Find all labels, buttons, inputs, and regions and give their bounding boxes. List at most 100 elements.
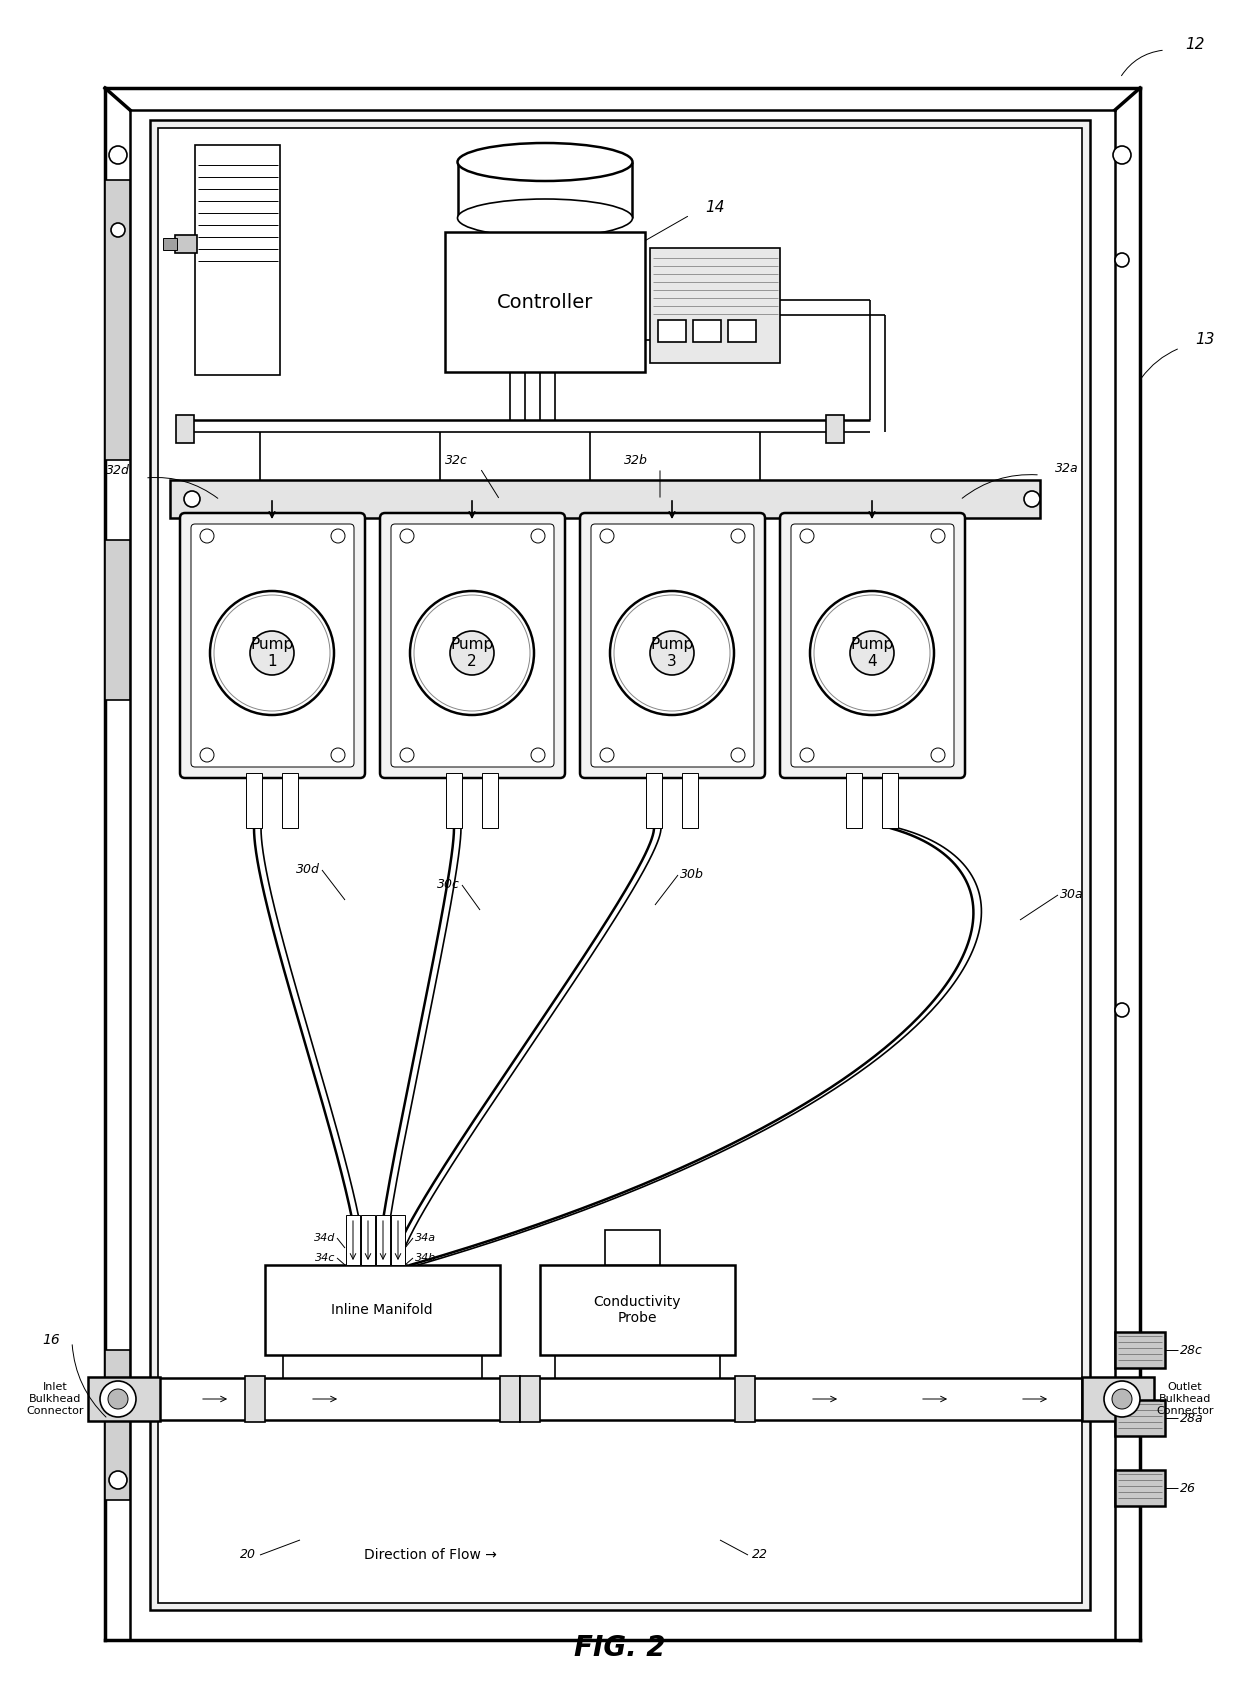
- Text: 16: 16: [42, 1334, 60, 1347]
- Circle shape: [732, 529, 745, 543]
- Circle shape: [374, 1328, 391, 1345]
- Circle shape: [414, 595, 529, 711]
- Text: 34c: 34c: [315, 1254, 335, 1264]
- Circle shape: [1115, 1004, 1128, 1017]
- Text: 28c: 28c: [1180, 1344, 1203, 1356]
- Bar: [105, 1351, 130, 1500]
- Circle shape: [1114, 146, 1131, 163]
- Bar: [520, 1376, 539, 1422]
- Bar: [170, 480, 1040, 519]
- Circle shape: [810, 590, 934, 714]
- Bar: [605, 1230, 660, 1266]
- Text: 34b: 34b: [415, 1254, 436, 1264]
- Circle shape: [600, 529, 614, 543]
- Circle shape: [931, 748, 945, 762]
- Bar: [1115, 1470, 1166, 1505]
- Text: FIG. 2: FIG. 2: [574, 1635, 666, 1662]
- Text: Pump
1: Pump 1: [250, 636, 294, 668]
- Circle shape: [849, 631, 894, 675]
- Text: 12: 12: [1185, 37, 1204, 53]
- Circle shape: [732, 748, 745, 762]
- Circle shape: [200, 748, 215, 762]
- Ellipse shape: [458, 199, 632, 236]
- Text: Pump
2: Pump 2: [450, 636, 494, 668]
- Circle shape: [800, 748, 813, 762]
- Text: Outlet
Bulkhead
Connector: Outlet Bulkhead Connector: [1156, 1383, 1214, 1415]
- FancyBboxPatch shape: [180, 514, 365, 777]
- Text: 20: 20: [241, 1548, 255, 1562]
- FancyBboxPatch shape: [591, 524, 754, 767]
- Text: 14: 14: [706, 201, 724, 216]
- Ellipse shape: [458, 143, 632, 180]
- Bar: [735, 1376, 755, 1422]
- Text: 32d: 32d: [107, 463, 130, 476]
- Bar: [446, 772, 463, 828]
- Bar: [728, 320, 756, 342]
- Circle shape: [100, 1381, 136, 1417]
- Bar: [150, 121, 1090, 1611]
- Text: Direction of Flow →: Direction of Flow →: [363, 1548, 496, 1562]
- Circle shape: [401, 529, 414, 543]
- Circle shape: [610, 590, 734, 714]
- Text: Conductivity
Probe: Conductivity Probe: [593, 1294, 681, 1325]
- Circle shape: [184, 492, 200, 507]
- Circle shape: [401, 748, 414, 762]
- Circle shape: [273, 1300, 293, 1320]
- Bar: [361, 1215, 374, 1266]
- Circle shape: [650, 631, 694, 675]
- FancyBboxPatch shape: [379, 514, 565, 777]
- Circle shape: [1112, 1390, 1132, 1408]
- Text: Inline Manifold: Inline Manifold: [331, 1303, 433, 1317]
- Text: 30d: 30d: [296, 864, 320, 876]
- Text: 34a: 34a: [415, 1233, 436, 1243]
- Bar: [105, 539, 130, 701]
- Circle shape: [1115, 253, 1128, 267]
- Bar: [826, 415, 844, 442]
- Text: 32b: 32b: [624, 454, 649, 466]
- Bar: [646, 772, 662, 828]
- Bar: [157, 128, 1083, 1602]
- Bar: [882, 772, 898, 828]
- Text: Inlet
Bulkhead
Connector: Inlet Bulkhead Connector: [26, 1383, 84, 1415]
- Circle shape: [472, 1300, 492, 1320]
- Bar: [195, 145, 280, 374]
- Circle shape: [210, 590, 334, 714]
- Bar: [346, 1215, 360, 1266]
- Circle shape: [250, 631, 294, 675]
- Text: 32a: 32a: [1055, 461, 1079, 475]
- Circle shape: [108, 1390, 128, 1408]
- Bar: [658, 320, 686, 342]
- Bar: [682, 772, 698, 828]
- Bar: [175, 235, 197, 253]
- Bar: [445, 231, 645, 373]
- Bar: [88, 1378, 160, 1420]
- Circle shape: [813, 595, 930, 711]
- Bar: [376, 1215, 391, 1266]
- FancyBboxPatch shape: [791, 524, 954, 767]
- Bar: [482, 772, 498, 828]
- Bar: [265, 1266, 500, 1356]
- Circle shape: [531, 529, 546, 543]
- Circle shape: [600, 748, 614, 762]
- Circle shape: [331, 748, 345, 762]
- Text: Pump
3: Pump 3: [650, 636, 693, 668]
- Circle shape: [410, 590, 534, 714]
- Text: 30b: 30b: [680, 869, 704, 881]
- Circle shape: [800, 529, 813, 543]
- Text: 32c: 32c: [445, 454, 467, 466]
- Text: 28a: 28a: [1180, 1412, 1204, 1424]
- Circle shape: [109, 146, 126, 163]
- Text: 26: 26: [1180, 1482, 1197, 1495]
- Text: 22: 22: [751, 1548, 768, 1562]
- Circle shape: [112, 223, 125, 236]
- Bar: [500, 1376, 520, 1422]
- Circle shape: [1024, 492, 1040, 507]
- Bar: [846, 772, 862, 828]
- Text: 30a: 30a: [1060, 888, 1084, 902]
- Circle shape: [1104, 1381, 1140, 1417]
- Circle shape: [200, 529, 215, 543]
- Bar: [650, 248, 780, 362]
- Text: 13: 13: [1195, 332, 1214, 347]
- Bar: [1115, 1332, 1166, 1368]
- FancyBboxPatch shape: [391, 524, 554, 767]
